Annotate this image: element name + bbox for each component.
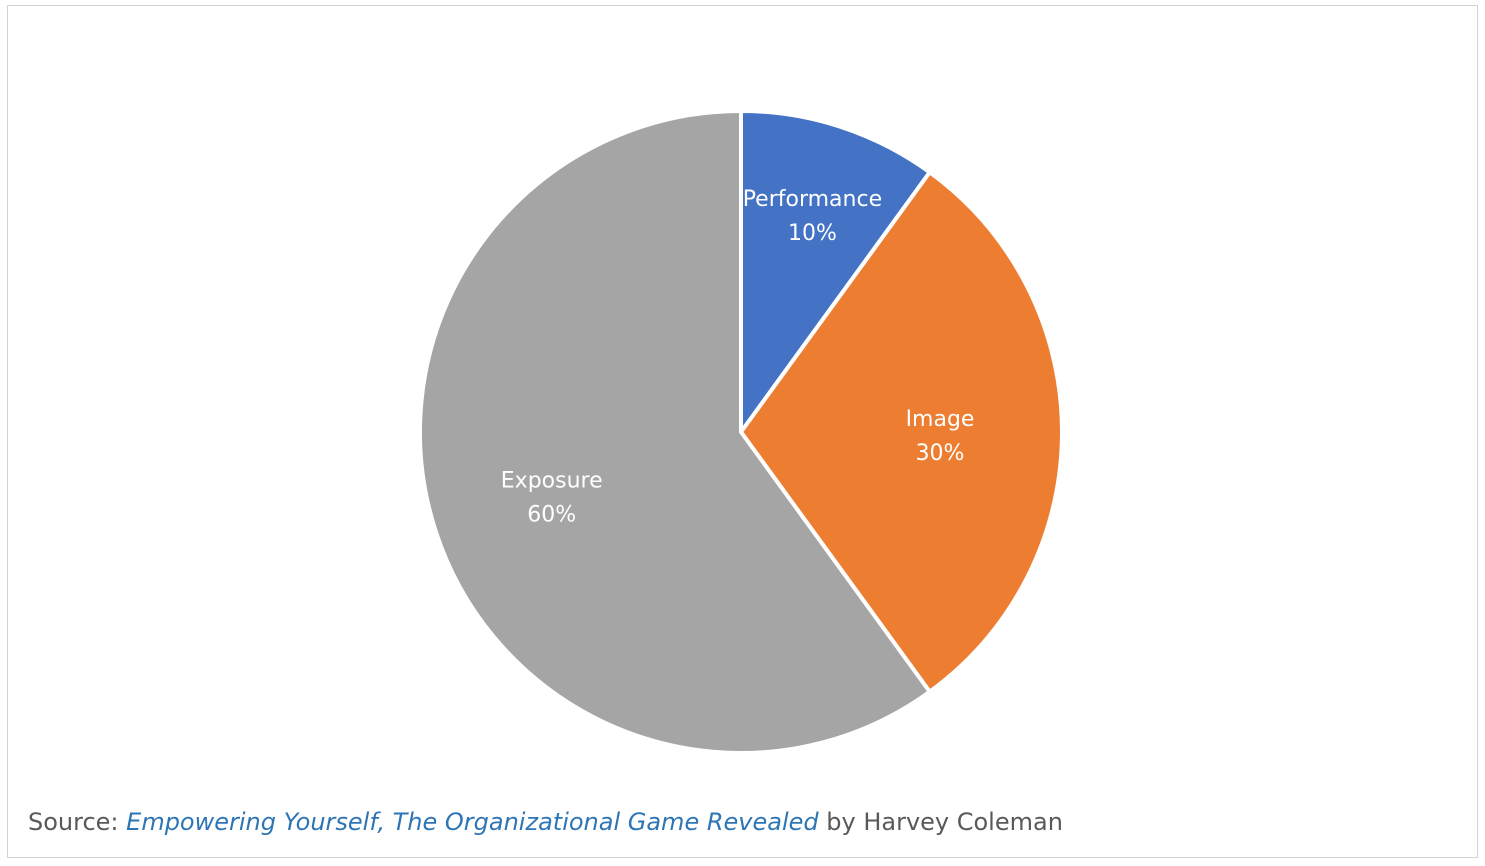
source-title: Empowering Yourself, The Organizational … <box>126 808 819 836</box>
slice-category-label: Performance <box>743 187 882 212</box>
slice-category-label: Exposure <box>501 469 603 494</box>
slice-value-label: 10% <box>788 221 837 246</box>
source-prefix: Source: <box>28 808 127 836</box>
source-suffix: by Harvey Coleman <box>818 808 1063 836</box>
slice-category-label: Image <box>906 407 975 432</box>
pie-slice-performance <box>739 109 932 434</box>
slice-label-image: Image 30% <box>906 407 975 466</box>
slice-value-label: 30% <box>916 441 965 466</box>
source-caption: Source: Empowering Yourself, The Organiz… <box>28 808 1063 836</box>
slice-label-exposure: Exposure 60% <box>501 469 603 528</box>
slice-value-label: 60% <box>527 503 576 528</box>
pie-slice-exposure <box>418 109 932 755</box>
pie-slice-image <box>739 170 1064 694</box>
slice-label-performance: Performance 10% <box>743 187 882 246</box>
